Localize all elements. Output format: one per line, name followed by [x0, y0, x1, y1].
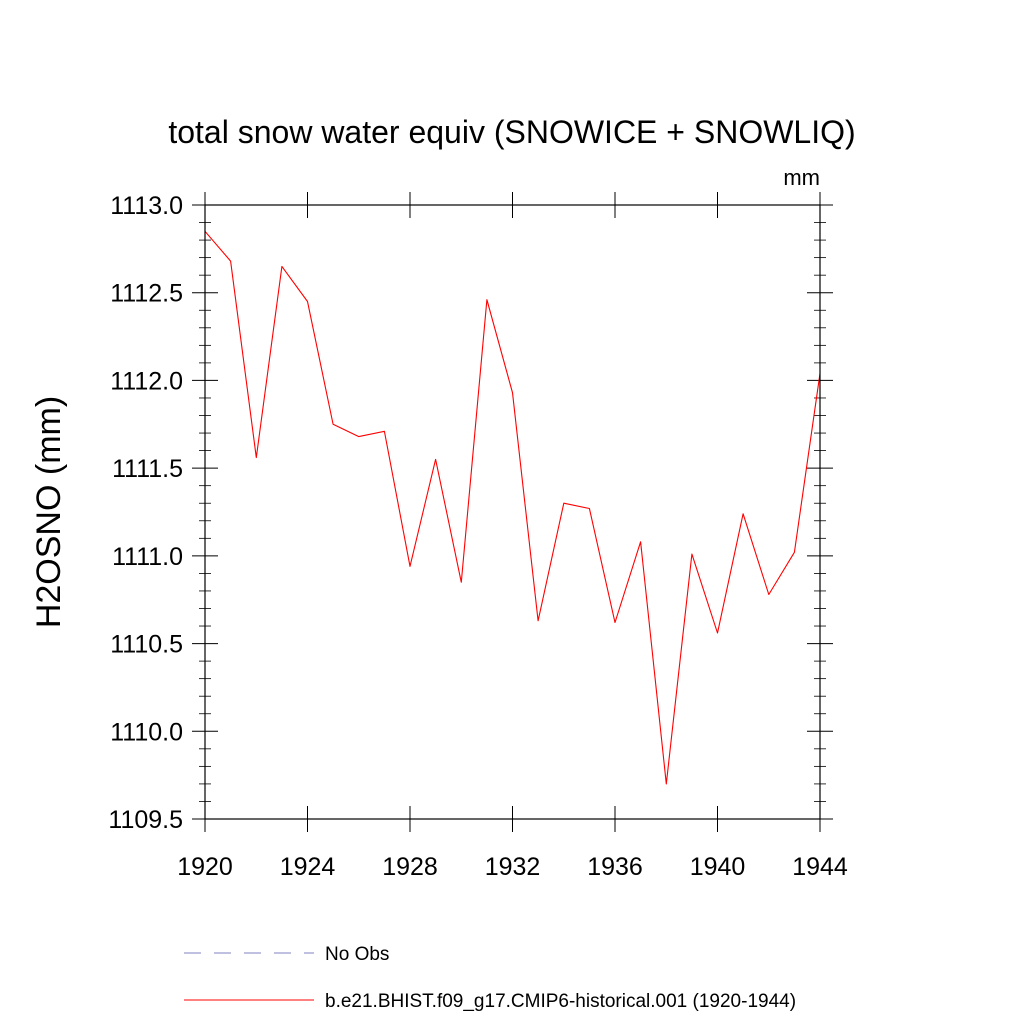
x-tick-label: 1928 [382, 853, 438, 881]
chart-title: total snow water equiv (SNOWICE + SNOWLI… [168, 114, 855, 150]
series-line [204, 230, 821, 785]
y-tick-label: 1110.0 [110, 718, 183, 746]
axis-ticks [192, 192, 833, 832]
y-tick-label: 1112.5 [110, 280, 183, 308]
y-tick-label: 1110.5 [110, 631, 183, 659]
series-layer [204, 230, 821, 785]
y-tick-label: 1111.0 [112, 543, 183, 571]
legend-label: No Obs [325, 944, 389, 965]
x-tick-label: 1940 [690, 853, 746, 881]
x-tick-label: 1932 [485, 853, 541, 881]
x-tick-label: 1944 [792, 853, 848, 881]
y-tick-label: 1111.5 [112, 455, 183, 483]
units-label: mm [783, 165, 820, 190]
x-tick-label: 1920 [177, 853, 233, 881]
y-tick-label: 1113.0 [110, 192, 183, 220]
plot-frame [204, 204, 821, 820]
y-tick-labels: 1109.5 1110.0 1110.5 1111.0 1111.5 1112.0 1112… [108, 192, 183, 834]
y-tick-label: 1109.5 [108, 806, 183, 834]
y-axis-label: H2OSNO (mm) [30, 396, 68, 628]
x-tick-label: 1924 [280, 853, 336, 881]
y-tick-label: 1112.0 [110, 367, 183, 395]
legend-label: b.e21.BHIST.f09_g17.CMIP6-historical.001… [325, 991, 796, 1012]
legend: No Obs b.e21.BHIST.f09_g17.CMIP6-historic… [184, 944, 796, 1012]
x-tick-labels: 1920 1924 1928 1932 1936 1940 1944 [177, 853, 848, 881]
x-tick-label: 1936 [587, 853, 643, 881]
